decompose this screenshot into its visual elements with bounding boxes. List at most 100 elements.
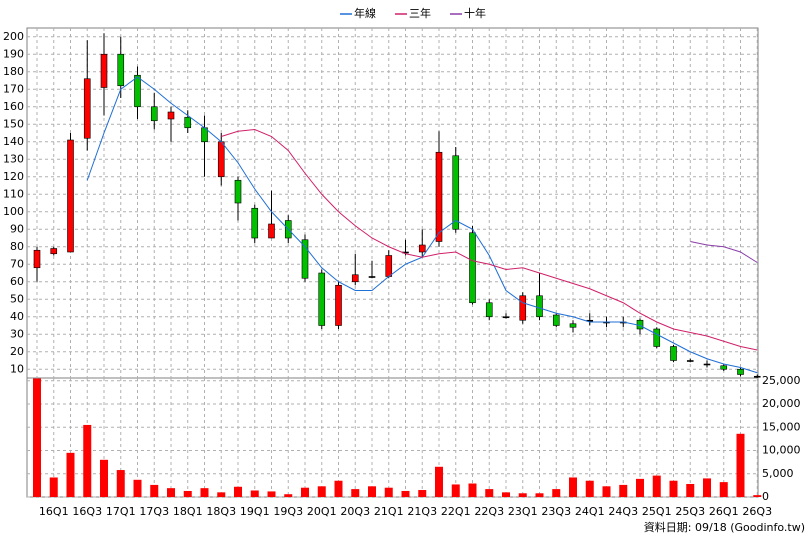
candle-body bbox=[502, 316, 510, 319]
volume-bar bbox=[518, 493, 527, 497]
ma-line bbox=[690, 241, 758, 263]
x-tick-label: 24Q1 bbox=[575, 505, 605, 518]
y2-tick-label: 15,000 bbox=[762, 420, 801, 433]
y2-tick-label: 0 bbox=[762, 490, 769, 503]
candle-body bbox=[435, 151, 443, 242]
legend-label: 三年 bbox=[409, 6, 431, 20]
volume-bar bbox=[234, 486, 242, 497]
volume-bar bbox=[468, 483, 477, 497]
y2-tick-label: 20,000 bbox=[762, 397, 801, 410]
volume-bar bbox=[485, 489, 494, 497]
y-tick-label: 190 bbox=[3, 47, 24, 60]
volume-bar bbox=[652, 475, 661, 497]
candle-body bbox=[703, 363, 711, 366]
x-tick-label: 26Q3 bbox=[742, 505, 772, 518]
volume-bar bbox=[418, 490, 427, 497]
y-tick-label: 60 bbox=[10, 275, 24, 288]
volume-bar bbox=[753, 495, 762, 497]
x-tick-label: 17Q1 bbox=[106, 505, 136, 518]
candle-body bbox=[335, 284, 342, 326]
volume-bar bbox=[636, 478, 644, 497]
candle-body bbox=[552, 314, 560, 326]
y-tick-label: 40 bbox=[10, 310, 24, 323]
volume-bar bbox=[183, 490, 192, 497]
volume-bar bbox=[719, 482, 728, 497]
y-tick-label: 130 bbox=[3, 152, 24, 165]
y-tick-label: 200 bbox=[3, 30, 24, 43]
y-tick-label: 140 bbox=[3, 135, 24, 148]
x-tick-label: 21Q3 bbox=[407, 505, 437, 518]
candle-body bbox=[150, 106, 158, 122]
x-tick-label: 20Q1 bbox=[307, 505, 337, 518]
x-tick-label: 21Q1 bbox=[374, 505, 404, 518]
candle-body bbox=[134, 74, 141, 108]
y-tick-label: 90 bbox=[10, 222, 24, 235]
volume-bar bbox=[200, 488, 209, 497]
price-panel bbox=[26, 27, 759, 379]
candle-body bbox=[117, 53, 125, 87]
candle-body bbox=[184, 116, 192, 129]
candle-body bbox=[485, 302, 493, 318]
candle-body bbox=[569, 323, 577, 328]
volume-bar bbox=[686, 483, 695, 497]
candle-body bbox=[418, 244, 426, 253]
volume-bar bbox=[100, 459, 108, 497]
candle-body bbox=[318, 272, 326, 326]
volume-bar bbox=[250, 490, 259, 497]
x-tick-label: 22Q1 bbox=[441, 505, 471, 518]
volume-bar bbox=[368, 486, 376, 497]
y-tick-label: 120 bbox=[3, 170, 24, 183]
volume-bar bbox=[585, 480, 594, 497]
y-tick-label: 110 bbox=[3, 187, 24, 200]
volume-bar bbox=[535, 493, 544, 497]
volume-bar bbox=[284, 494, 293, 497]
candle-body bbox=[536, 295, 543, 318]
volume-bar bbox=[317, 486, 326, 497]
y-tick-label: 20 bbox=[10, 345, 24, 358]
candle-body bbox=[737, 368, 744, 375]
candle-body bbox=[50, 248, 58, 255]
y2-tick-label: 25,000 bbox=[762, 374, 801, 387]
volume-bar bbox=[116, 470, 125, 497]
y-tick-label: 80 bbox=[10, 240, 24, 253]
y-tick-label: 100 bbox=[3, 205, 24, 218]
volume-bar bbox=[602, 486, 611, 497]
footnote: 資料日期: 09/18 (Goodinfo.tw) bbox=[644, 520, 805, 534]
candle-body bbox=[368, 276, 376, 278]
volume-bar bbox=[83, 424, 92, 497]
y2-tick-label: 10,000 bbox=[762, 444, 801, 457]
volume-bar bbox=[33, 378, 41, 497]
candle-body bbox=[686, 360, 694, 362]
volume-bar bbox=[502, 492, 510, 497]
y-tick-label: 160 bbox=[3, 100, 24, 113]
x-tick-label: 16Q3 bbox=[72, 505, 102, 518]
volume-bar bbox=[451, 484, 460, 497]
x-tick-label: 17Q3 bbox=[139, 505, 169, 518]
volume-panel bbox=[26, 377, 759, 498]
legend-label: 十年 bbox=[464, 6, 486, 20]
volume-bar bbox=[351, 489, 360, 497]
legend-label: 年線 bbox=[354, 6, 376, 20]
x-tick-label: 23Q1 bbox=[508, 505, 538, 518]
x-tick-label: 19Q1 bbox=[240, 505, 270, 518]
candle-body bbox=[720, 365, 728, 370]
candle-body bbox=[251, 207, 259, 239]
volume-bar bbox=[267, 491, 276, 497]
y-tick-label: 30 bbox=[10, 327, 24, 340]
x-tick-label: 22Q3 bbox=[474, 505, 504, 518]
candle-body bbox=[234, 179, 242, 204]
candle-body bbox=[351, 274, 359, 283]
candle-body bbox=[217, 141, 225, 178]
candle-body bbox=[519, 295, 527, 321]
candle-body bbox=[670, 346, 677, 361]
volume-bar bbox=[401, 490, 410, 497]
volume-bar bbox=[619, 484, 628, 497]
volume-bar bbox=[384, 487, 393, 497]
candle-body bbox=[753, 375, 761, 378]
volume-bar bbox=[217, 492, 226, 497]
volume-bar bbox=[334, 480, 343, 497]
volume-bar bbox=[301, 487, 309, 497]
x-tick-label: 23Q3 bbox=[541, 505, 571, 518]
x-tick-label: 20Q3 bbox=[340, 505, 370, 518]
